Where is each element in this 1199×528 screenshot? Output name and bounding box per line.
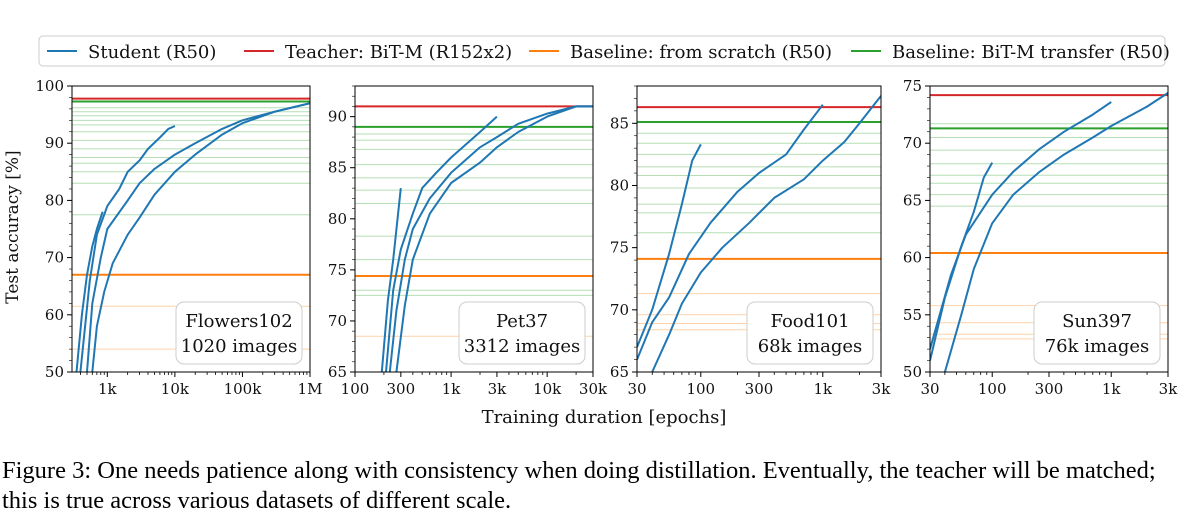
y-tick-label-70: 70 (45, 249, 64, 267)
y-tick-label-70: 70 (610, 301, 629, 319)
panel-flowers102: 1k 10k 100k 1M 50 60 70 80 90 100 Flowers102 1020 i… (35, 77, 322, 398)
panel-pet37: 100 300 1k 3k 10k 30k 65 70 75 80 85 90 Pet37 3312 im… (328, 85, 608, 398)
legend-item-teacher: Teacher: BiT-M (R152x2) (244, 42, 512, 63)
legend-item-transfer: Baseline: BiT-M transfer (R50) (851, 42, 1170, 63)
x-tick-label-100k: 100k (224, 380, 263, 398)
legend-label-transfer: Baseline: BiT-M transfer (R50) (892, 42, 1170, 63)
student-curve-run4 (91, 102, 310, 372)
x-tick-label-30k: 30k (579, 380, 608, 398)
student-curve-run3 (388, 105, 593, 372)
legend-label-student: Student (R50) (88, 42, 216, 63)
y-tick-label-50: 50 (45, 363, 64, 381)
plot-area-pet37 (355, 105, 593, 372)
panel-food101: 30 100 300 1k 3k 65 70 75 80 85 Food101 68k images (610, 85, 892, 398)
y-tick-label-90: 90 (45, 134, 64, 152)
y-tick-label-60: 60 (903, 249, 922, 267)
figure-canvas: Student (R50) Teacher: BiT-M (R152x2) Ba… (3, 35, 1178, 428)
x-axis-label: Training duration [epochs] (482, 407, 727, 428)
x-tick-label-30: 30 (627, 380, 646, 398)
dataset-box-sun397 (1033, 301, 1161, 365)
student-curve-run3 (651, 95, 881, 372)
plot-area-flowers102 (72, 97, 310, 372)
legend: Student (R50) Teacher: BiT-M (R152x2) Ba… (38, 35, 1170, 67)
dataset-size-flowers102: 1020 images (181, 336, 298, 357)
student-curve-run2 (637, 104, 824, 360)
y-tick-label-50: 50 (903, 363, 922, 381)
dataset-name-pet37: Pet37 (496, 311, 548, 332)
student-curve-run1 (75, 211, 104, 372)
student-curve-run2 (385, 115, 498, 372)
y-tick-label-70: 70 (903, 134, 922, 152)
figure-caption: Figure 3: One needs patience along with … (2, 457, 1156, 514)
dataset-size-pet37: 3312 images (464, 336, 581, 357)
student-curve-run1 (930, 162, 994, 361)
legend-label-scratch: Baseline: from scratch (R50) (570, 42, 832, 63)
x-tick-label-1M: 1M (298, 380, 323, 398)
y-tick-label-80: 80 (610, 176, 629, 194)
x-tick-label-3k: 3k (488, 380, 508, 398)
student-curve-run2 (930, 101, 1112, 350)
x-tick-label-1k: 1k (98, 380, 118, 398)
dataset-box-pet37 (458, 301, 586, 365)
chart-panels: 1k 10k 100k 1M 50 60 70 80 90 100 Flowers102 1020 i… (35, 77, 1178, 398)
x-tick-label-30: 30 (920, 380, 939, 398)
legend-item-scratch: Baseline: from scratch (R50) (529, 42, 832, 63)
y-tick-label-75: 75 (903, 77, 922, 95)
y-tick-label-65: 65 (328, 363, 347, 381)
x-tick-label-100: 100 (978, 380, 1007, 398)
x-tick-label-1k: 1k (1102, 380, 1122, 398)
x-tick-label-3k: 3k (1159, 380, 1179, 398)
y-tick-label-100: 100 (35, 77, 64, 95)
y-tick-label-70: 70 (328, 312, 347, 330)
y-tick-label-60: 60 (45, 306, 64, 324)
student-curve-run3 (86, 102, 310, 372)
student-curve-run1 (380, 187, 402, 372)
plot-area-sun397 (930, 92, 1168, 372)
dataset-box-flowers102 (175, 301, 303, 365)
y-tick-label-90: 90 (328, 108, 347, 126)
x-tick-label-300: 300 (1035, 380, 1064, 398)
plot-area-food101 (637, 95, 881, 372)
y-tick-label-75: 75 (328, 261, 347, 279)
y-tick-label-65: 65 (903, 191, 922, 209)
dataset-size-sun397: 76k images (1045, 336, 1150, 357)
dataset-size-food101: 68k images (758, 336, 863, 357)
x-tick-label-300: 300 (387, 380, 416, 398)
legend-frame (38, 35, 1166, 67)
y-tick-label-85: 85 (328, 159, 347, 177)
x-tick-label-300: 300 (745, 380, 774, 398)
x-tick-label-100: 100 (341, 380, 370, 398)
student-curve-run2 (79, 125, 176, 372)
y-tick-label-65: 65 (610, 363, 629, 381)
x-tick-label-1k: 1k (442, 380, 462, 398)
student-curve-run4 (395, 105, 593, 372)
y-axis-label: Test accuracy [%] (3, 150, 23, 303)
y-tick-label-80: 80 (328, 210, 347, 228)
student-curve-run3 (943, 92, 1168, 372)
y-tick-label-80: 80 (45, 191, 64, 209)
panel-sun397: 30 100 300 1k 3k 50 55 60 65 70 75 Sun397 76k images (903, 77, 1178, 398)
student-curve-run1 (637, 143, 702, 348)
y-tick-label-85: 85 (610, 114, 629, 132)
y-tick-label-75: 75 (610, 239, 629, 257)
x-tick-label-1k: 1k (813, 380, 833, 398)
x-tick-label-10k: 10k (533, 380, 562, 398)
dataset-name-sun397: Sun397 (1062, 311, 1132, 332)
x-tick-label-10k: 10k (161, 380, 190, 398)
dataset-name-food101: Food101 (770, 311, 849, 332)
legend-item-student: Student (R50) (47, 42, 216, 63)
dataset-box-food101 (746, 301, 874, 365)
x-tick-label-3k: 3k (872, 380, 892, 398)
x-tick-label-100: 100 (686, 380, 715, 398)
y-tick-label-55: 55 (903, 306, 922, 324)
axes-frame-flowers102 (71, 85, 311, 373)
dataset-name-flowers102: Flowers102 (185, 311, 292, 332)
legend-label-teacher: Teacher: BiT-M (R152x2) (285, 42, 512, 63)
